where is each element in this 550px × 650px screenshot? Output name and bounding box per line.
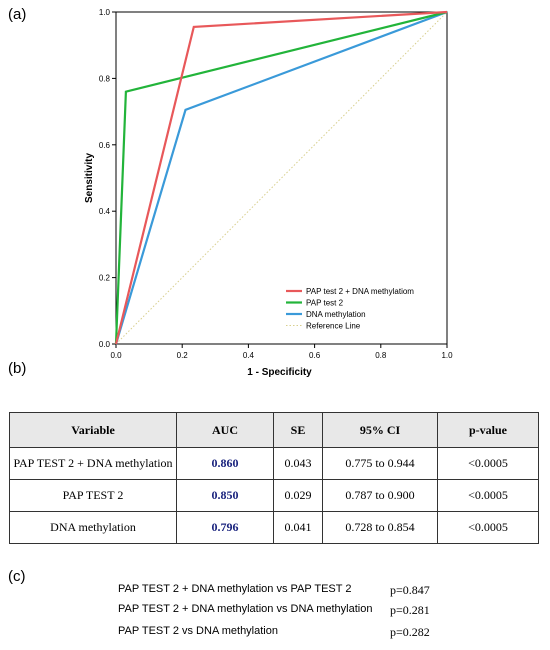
y-tick-label: 0.2: [99, 274, 111, 283]
legend-entry: Reference Line: [306, 322, 361, 331]
roc-chart: 0.0 0.2 0.4 0.6 0.8 1.0 0.0 0.2 0.4 0.6 0.8 1.0 1 - …: [84, 8, 453, 378]
cell-ci: 0.787 to 0.900: [322, 479, 438, 512]
y-axis-label: Sensitivity: [84, 153, 95, 203]
cell-variable: PAP TEST 2: [9, 479, 177, 512]
x-tick-label: 0.4: [243, 351, 255, 360]
plot-frame: [115, 11, 448, 345]
cell-pvalue: <0.0005: [437, 447, 539, 480]
panel-label-a: (a): [8, 6, 27, 23]
cell-ci: 0.728 to 0.854: [322, 511, 438, 544]
y-tick-label: 1.0: [99, 8, 111, 17]
comparison-pvalue: p=0.281: [390, 603, 430, 617]
cell-pvalue: <0.0005: [437, 511, 539, 544]
series-line: [114, 10, 448, 345]
header-auc: AUC: [176, 412, 274, 448]
x-tick-label: 1.0: [441, 351, 453, 360]
comparison-pvalue: p=0.282: [390, 625, 430, 639]
comparison-pvalue: p=0.847: [390, 583, 430, 597]
comparison-row: PAP TEST 2 + DNA methylation vs PAP TEST…: [0, 583, 550, 599]
cell-auc: 0.860: [176, 447, 274, 480]
legend-entry: PAP test 2: [306, 299, 344, 308]
comparison-row: PAP TEST 2 + DNA methylation vs DNA meth…: [0, 603, 550, 619]
cell-auc: 0.850: [176, 479, 274, 512]
cell-se: 0.043: [273, 447, 323, 480]
cell-ci: 0.775 to 0.944: [322, 447, 438, 480]
cell-variable: DNA methylation: [9, 511, 177, 544]
header-variable: Variable: [9, 412, 177, 448]
comparison-label: PAP TEST 2 vs DNA methylation: [118, 625, 278, 637]
cell-se: 0.029: [273, 479, 323, 512]
x-tick-label: 0.8: [375, 351, 387, 360]
cell-pvalue: <0.0005: [437, 479, 539, 512]
y-tick-label: 0.6: [99, 141, 111, 150]
y-tick-label: 0.8: [99, 74, 111, 83]
legend-entry: DNA methylation: [306, 310, 366, 319]
legend-entry: PAP test 2 + DNA methylatiom: [306, 287, 414, 296]
table-row: PAP TEST 2 + DNA methylation 0.860 0.043…: [9, 447, 539, 480]
header-pvalue: p-value: [437, 412, 539, 448]
comparison-label: PAP TEST 2 + DNA methylation vs PAP TEST…: [118, 583, 352, 595]
y-tick-label: 0.0: [99, 340, 111, 349]
comparison-row: PAP TEST 2 vs DNA methylation p=0.282: [0, 625, 550, 641]
header-ci: 95% CI: [322, 412, 438, 448]
panel-label-c: (c): [8, 568, 26, 585]
x-axis-label: 1 - Specificity: [247, 367, 312, 378]
comparison-label: PAP TEST 2 + DNA methylation vs DNA meth…: [118, 603, 373, 615]
panel-label-b: (b): [8, 360, 27, 377]
header-se: SE: [273, 412, 323, 448]
y-tick-label: 0.4: [99, 207, 111, 216]
x-tick-label: 0.6: [309, 351, 321, 360]
series-line: [115, 11, 448, 345]
cell-auc: 0.796: [176, 511, 274, 544]
cell-se: 0.041: [273, 511, 323, 544]
table-header-row: Variable AUC SE 95% CI p-value: [9, 412, 539, 448]
x-tick-label: 0.0: [110, 351, 122, 360]
cell-variable: PAP TEST 2 + DNA methylation: [9, 447, 177, 480]
series-line: [114, 10, 448, 345]
table-row: PAP TEST 2 0.850 0.029 0.787 to 0.900 <0…: [9, 479, 539, 512]
table-row: DNA methylation 0.796 0.041 0.728 to 0.8…: [9, 511, 539, 544]
series-line: [114, 10, 448, 345]
results-table: Variable AUC SE 95% CI p-value PAP TEST …: [9, 412, 539, 544]
x-tick-label: 0.2: [177, 351, 189, 360]
